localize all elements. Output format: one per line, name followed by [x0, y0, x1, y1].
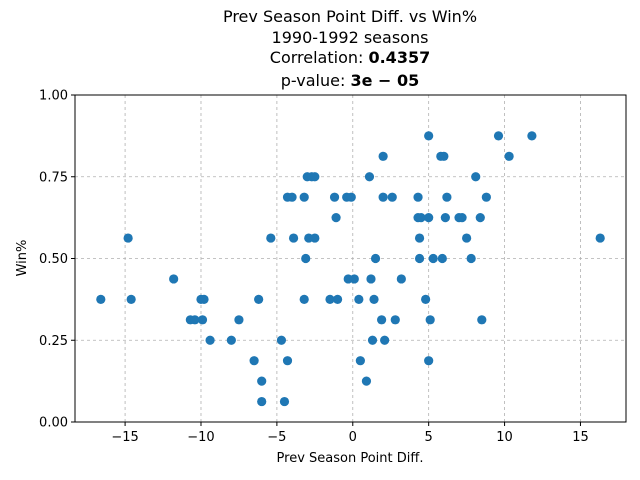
data-point [370, 253, 381, 264]
data-points [96, 131, 605, 407]
data-point [416, 213, 426, 223]
data-point [367, 335, 378, 345]
data-point [425, 315, 435, 325]
x-tick-label: −10 [187, 430, 214, 445]
data-point [440, 213, 450, 223]
x-tick-label: −5 [267, 430, 286, 445]
data-point [424, 131, 434, 141]
data-point [481, 192, 491, 202]
data-point [205, 335, 215, 345]
data-point [366, 274, 376, 284]
data-point [414, 253, 425, 264]
data-point [299, 192, 309, 202]
y-tick-label: 0.50 [39, 252, 68, 267]
data-point [437, 253, 447, 264]
data-point [266, 233, 276, 243]
data-point [462, 233, 472, 243]
data-point [329, 192, 340, 202]
data-point [331, 213, 341, 223]
data-point [380, 335, 390, 345]
data-point [466, 253, 476, 264]
data-point [355, 356, 365, 366]
x-tick-label: 10 [496, 430, 513, 445]
x-axis-label: Prev Season Point Diff. [277, 451, 424, 466]
y-axis-ticks: 0.00 0.25 0.50 0.75 1.00 [39, 89, 75, 431]
data-point [364, 172, 375, 182]
data-point [123, 233, 133, 243]
data-point [254, 294, 264, 304]
data-point [279, 396, 290, 407]
data-point [527, 131, 537, 141]
data-point [369, 294, 379, 304]
data-point [282, 356, 293, 366]
data-point [287, 192, 297, 202]
y-tick-label: 0.00 [39, 416, 68, 431]
data-point [377, 315, 387, 325]
x-tick-label: 0 [349, 430, 357, 445]
data-point [390, 315, 400, 325]
data-point [325, 294, 335, 304]
x-tick-label: −15 [111, 430, 138, 445]
data-point [96, 294, 106, 304]
pvalue-prefix: p-value: [281, 71, 351, 90]
data-point [595, 233, 605, 243]
data-point [346, 192, 356, 202]
grid-lines [75, 94, 626, 423]
data-point [413, 192, 423, 202]
chart-title-line1: Prev Season Point Diff. vs Win% [223, 7, 477, 26]
data-point [421, 294, 431, 304]
data-point [471, 172, 481, 182]
data-point [378, 151, 388, 161]
data-point [276, 335, 287, 345]
data-point [477, 315, 487, 325]
chart-title-pvalue: p-value: 3e − 05 [281, 71, 419, 90]
data-point [226, 335, 236, 345]
x-tick-label: 15 [572, 430, 589, 445]
data-point [457, 213, 467, 223]
data-point [301, 253, 311, 264]
data-point [354, 294, 364, 304]
y-tick-label: 0.75 [39, 170, 68, 185]
chart-title: Prev Season Point Diff. vs Win% 1990-199… [223, 7, 477, 90]
data-point [197, 315, 208, 325]
data-point [126, 294, 136, 304]
data-point [361, 376, 372, 386]
pvalue-value: 3e − 05 [350, 71, 419, 90]
correlation-value: 0.4357 [368, 48, 430, 67]
correlation-prefix: Correlation: [270, 48, 369, 67]
data-point [299, 294, 309, 304]
y-tick-label: 0.25 [39, 334, 68, 349]
data-point [442, 192, 452, 202]
data-point [199, 294, 209, 304]
x-tick-label: 5 [425, 430, 433, 445]
data-point [493, 131, 504, 141]
chart-title-line2: 1990-1992 seasons [272, 28, 429, 47]
data-point [169, 274, 179, 284]
data-point [504, 151, 514, 161]
data-point [424, 356, 434, 366]
data-point [190, 315, 200, 325]
data-point [475, 213, 485, 223]
data-point [310, 233, 320, 243]
chart-title-correlation: Correlation: 0.4357 [270, 48, 430, 67]
data-point [349, 274, 359, 284]
data-point [257, 396, 267, 407]
data-point [257, 376, 267, 386]
data-point [249, 356, 259, 366]
data-point [387, 192, 397, 202]
data-point [332, 294, 343, 304]
data-point [424, 213, 434, 223]
data-point [439, 151, 449, 161]
data-point [414, 233, 425, 243]
data-point [310, 172, 320, 182]
data-point [288, 233, 299, 243]
data-point [396, 274, 406, 284]
x-axis-ticks: −15 −10 −5 0 5 10 15 [111, 422, 589, 445]
data-point [378, 192, 388, 202]
y-tick-label: 1.00 [39, 89, 68, 104]
data-point [428, 253, 438, 264]
y-axis-label: Win% [15, 240, 30, 277]
data-point [234, 315, 244, 325]
